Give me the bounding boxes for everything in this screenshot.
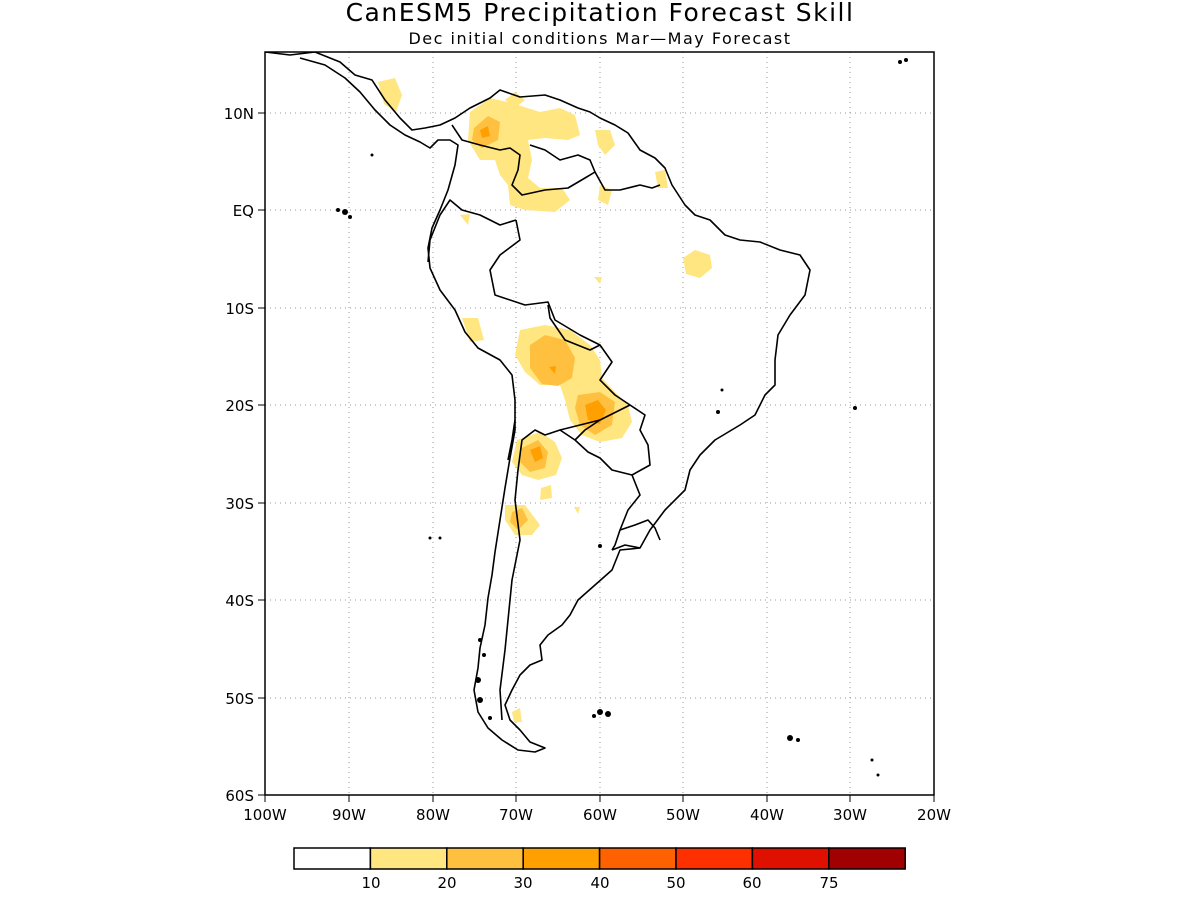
axis-ticks (258, 112, 935, 802)
legend-swatch (828, 847, 906, 870)
lat-label: 50S (225, 690, 254, 708)
lat-label: 60S (225, 787, 254, 805)
legend-label: 10 (361, 874, 380, 892)
legend-swatch (369, 847, 448, 870)
legend-label: 40 (590, 874, 609, 892)
lat-label: EQ (233, 202, 254, 220)
lon-label: 90W (332, 806, 366, 824)
lon-label: 40W (750, 806, 784, 824)
coastlines (265, 52, 811, 753)
lon-label: 70W (499, 806, 533, 824)
lon-label: 80W (416, 806, 450, 824)
lon-label: 100W (243, 806, 287, 824)
skill-contours-30-40 (480, 126, 606, 462)
legend-label: 50 (666, 874, 685, 892)
skill-contours-20-30 (472, 116, 615, 530)
legend-swatch (675, 847, 754, 870)
legend-label: 60 (742, 874, 761, 892)
legend-swatch (598, 847, 677, 870)
legend-swatch (446, 847, 524, 870)
lon-label: 30W (833, 806, 867, 824)
islands (336, 58, 908, 777)
lat-label: 40S (225, 592, 254, 610)
skill-contours-10-20 (378, 78, 712, 722)
lat-label: 30S (225, 495, 254, 513)
legend-swatch (522, 847, 601, 870)
legend-colorbar (293, 847, 906, 870)
legend-swatch (751, 847, 830, 870)
lat-label: 20S (225, 397, 254, 415)
lon-label: 60W (583, 806, 617, 824)
legend-label: 30 (513, 874, 532, 892)
legend-swatch (293, 847, 372, 870)
lon-label: 20W (917, 806, 951, 824)
map-title: CanESM5 Precipitation Forecast Skill (345, 0, 855, 27)
legend-label: 75 (819, 874, 838, 892)
legend-label: 20 (437, 874, 456, 892)
lon-label: 50W (666, 806, 700, 824)
lat-label: 10S (225, 300, 254, 318)
lat-label: 10N (224, 105, 254, 123)
map-subtitle: Dec initial conditions Mar—May Forecast (408, 29, 792, 48)
